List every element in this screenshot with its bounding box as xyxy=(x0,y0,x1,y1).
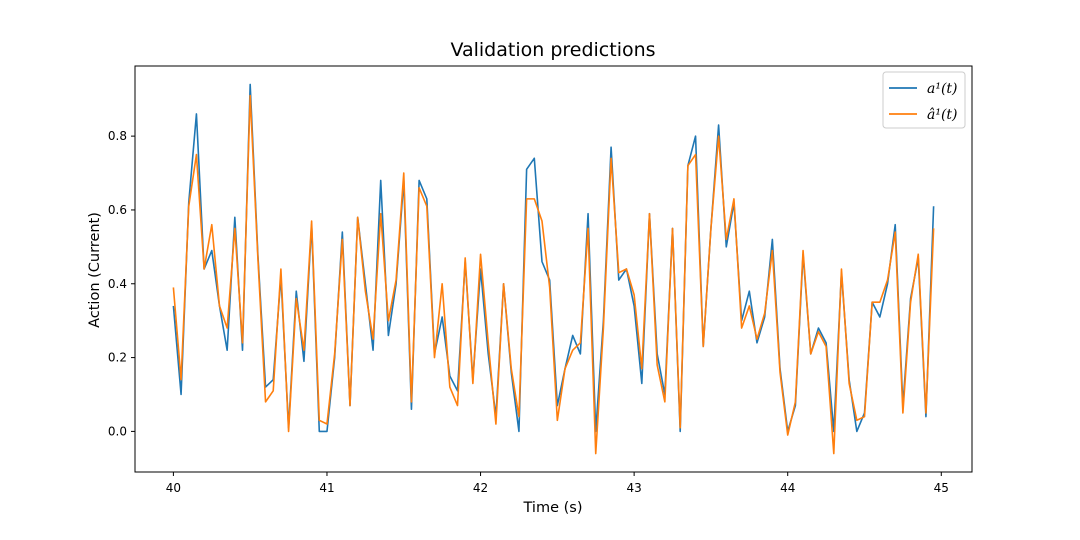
series-layer xyxy=(172,83,935,455)
x-tick-label: 43 xyxy=(626,481,641,495)
chart-title: Validation predictions xyxy=(450,39,655,61)
y-tick-label: 0.8 xyxy=(108,129,127,143)
x-tick-label: 40 xyxy=(166,481,181,495)
x-tick-label: 41 xyxy=(319,481,334,495)
y-tick-label: 0.6 xyxy=(108,203,127,217)
legend-label-1: a¹(t) xyxy=(927,81,958,97)
y-tick-label: 0.4 xyxy=(108,277,127,291)
series-line-1 xyxy=(172,83,935,433)
legend: a¹(t) â¹(t) xyxy=(882,71,966,129)
axes-layer: 40 41 42 43 44 45 0.0 0.2 0.4 0.6 0.8 xyxy=(108,65,973,495)
x-axis-label: Time (s) xyxy=(523,500,583,516)
series-line-2 xyxy=(172,94,935,455)
x-tick-label: 42 xyxy=(473,481,488,495)
axes-frame xyxy=(134,65,973,473)
x-tick-label: 45 xyxy=(934,481,949,495)
y-axis-label: Action (Current) xyxy=(87,212,103,328)
y-tick-label: 0.0 xyxy=(108,424,127,438)
y-tick-label: 0.2 xyxy=(108,351,127,365)
x-tick-label: 44 xyxy=(780,481,795,495)
legend-label-2: â¹(t) xyxy=(927,107,958,123)
